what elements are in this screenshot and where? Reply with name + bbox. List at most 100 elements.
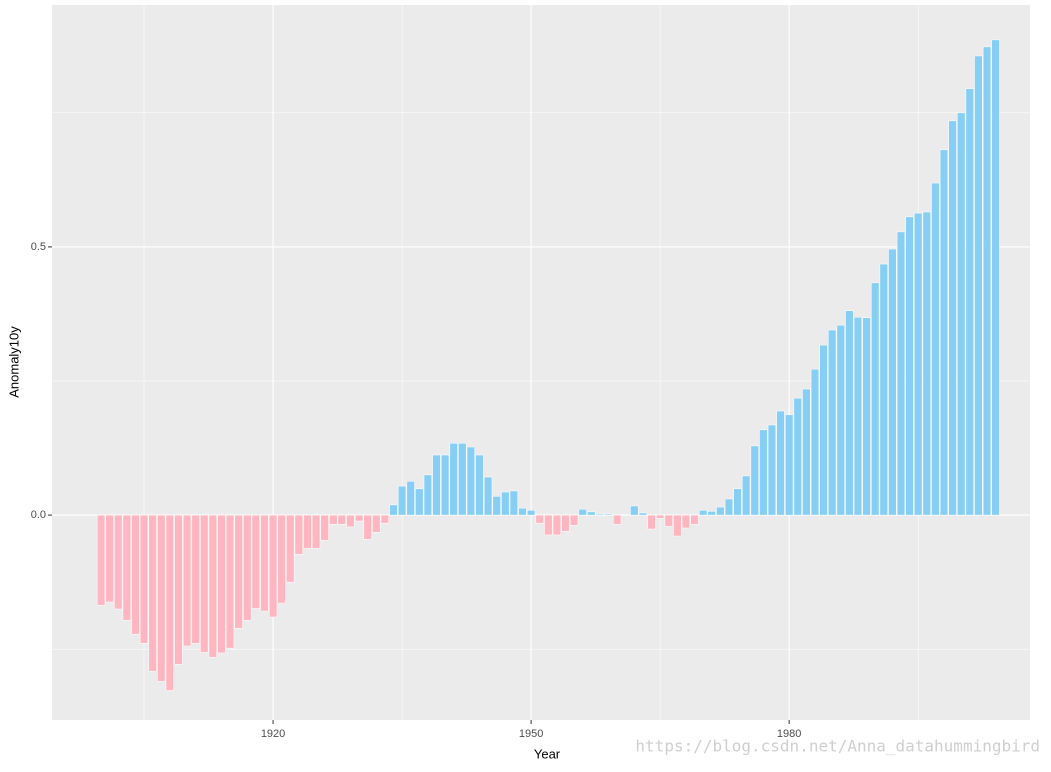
bar [148, 514, 157, 672]
bar [896, 231, 906, 516]
bar [853, 316, 863, 516]
bar [871, 282, 880, 516]
y-axis-title: Anomaly10y [6, 326, 21, 398]
bar [544, 514, 553, 536]
bar [862, 317, 871, 516]
bar [810, 368, 820, 516]
bar [458, 442, 467, 516]
bar [845, 310, 854, 516]
bar [157, 514, 166, 682]
bar [681, 514, 691, 529]
bar [372, 514, 381, 533]
bar [905, 216, 914, 516]
bar [552, 514, 562, 536]
bar [466, 446, 476, 516]
bar [294, 514, 303, 555]
x-tick-label: 1980 [777, 728, 801, 740]
bar [165, 514, 174, 691]
bar [828, 329, 837, 516]
bar [105, 514, 114, 603]
bar [483, 476, 493, 516]
bar [268, 514, 278, 618]
bar [406, 481, 415, 516]
bar [518, 507, 527, 516]
bar [122, 514, 131, 621]
bar [182, 514, 192, 647]
bar [363, 514, 372, 540]
x-tick-label: 1920 [261, 728, 285, 740]
bar [595, 513, 605, 516]
bar [243, 514, 252, 621]
bar [793, 397, 802, 516]
bar [535, 514, 544, 524]
bar [311, 514, 321, 549]
bar [337, 514, 346, 525]
bar [630, 505, 639, 516]
x-tick-label: 1950 [519, 728, 543, 740]
bar [690, 514, 699, 525]
bar [948, 120, 957, 516]
bar [939, 149, 949, 516]
bar [432, 454, 441, 516]
bar [389, 504, 398, 516]
bar [716, 506, 725, 516]
bar [354, 514, 364, 522]
bar [200, 514, 209, 653]
bar [931, 182, 940, 516]
bar [475, 454, 484, 516]
bar [415, 488, 424, 516]
bar [802, 388, 811, 516]
bar [174, 514, 183, 665]
bar [526, 510, 536, 516]
x-axis-title: Year [534, 746, 561, 761]
bar [699, 510, 708, 516]
bar [664, 514, 673, 527]
bar [320, 514, 329, 541]
watermark: https://blog.csdn.net/Anna_datahummingbi… [635, 737, 1040, 756]
bar [767, 424, 777, 516]
bar [131, 514, 140, 635]
bar [569, 514, 579, 526]
bar [225, 514, 235, 649]
bar [647, 514, 656, 530]
bar [819, 344, 828, 516]
bar [397, 485, 407, 516]
bar [440, 454, 450, 516]
bar [742, 475, 751, 516]
bar [922, 211, 931, 516]
bar [638, 512, 648, 516]
bar [208, 514, 217, 658]
bar [251, 514, 260, 609]
bar [139, 514, 149, 644]
bar [724, 498, 734, 516]
bar [561, 514, 570, 532]
y-tick-label: 0.0 [31, 509, 46, 521]
bar [191, 514, 200, 644]
bar [759, 429, 768, 516]
bar [501, 491, 510, 516]
bar [492, 496, 501, 516]
bar [914, 212, 923, 516]
bar [423, 474, 433, 516]
bar [991, 39, 1000, 516]
bar [965, 88, 974, 516]
bar [449, 442, 458, 516]
bar [509, 490, 519, 516]
bar [656, 514, 665, 519]
bar [707, 511, 716, 516]
bar [380, 514, 390, 524]
bar [957, 112, 966, 516]
bar [277, 514, 286, 604]
bar [613, 514, 622, 525]
bar [974, 55, 983, 516]
bar [96, 514, 106, 606]
y-tick-label: 0.5 [31, 241, 46, 253]
bar [673, 514, 682, 537]
bar [329, 514, 338, 525]
bar [750, 445, 759, 516]
bar [260, 514, 269, 612]
bar [234, 514, 243, 629]
bar [286, 514, 295, 583]
bar [346, 514, 355, 528]
